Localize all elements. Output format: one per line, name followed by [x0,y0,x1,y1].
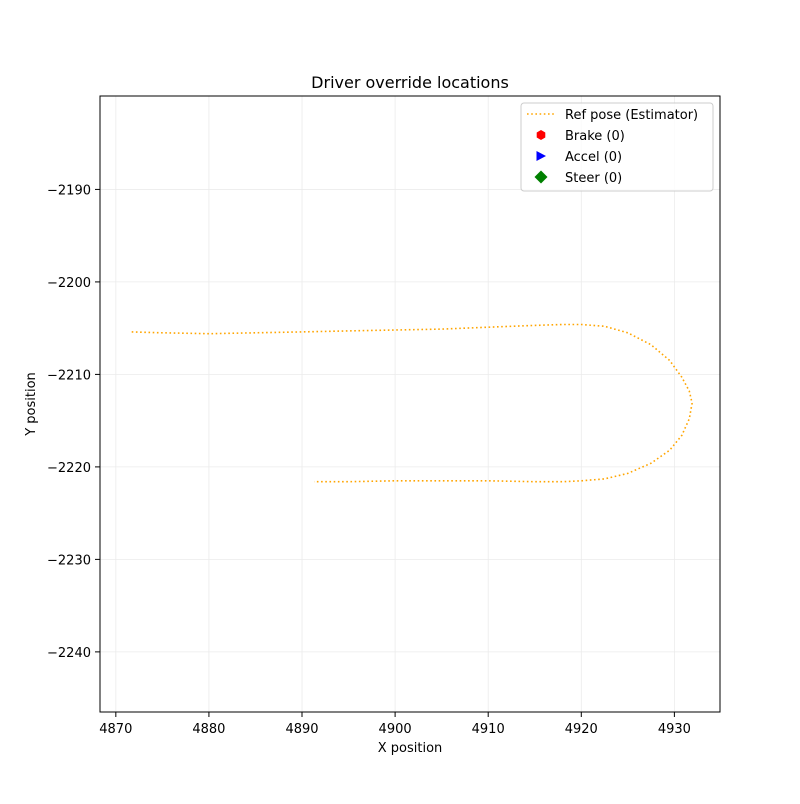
legend-label: Steer (0) [565,171,622,186]
legend-item: Steer (0) [534,170,622,186]
x-tick-label: 4870 [99,722,132,737]
legend-marker-hexagon [536,130,546,140]
tick-layer: 4870 4880 4890 4900 4910 4920 4930 −2190 −2200 −2… [47,183,691,737]
y-tick-label: −2220 [47,461,91,476]
legend-item: Brake (0) [536,129,625,144]
legend: Ref pose (Estimator) Brake (0) Accel (0) St… [520,102,714,192]
y-tick-label: −2230 [47,553,91,568]
legend-marker-triangle [536,151,546,161]
legend-marker-diamond [534,170,548,184]
chart-title: Driver override locations [311,73,509,92]
legend-frame [520,102,714,192]
x-tick-label: 4920 [565,722,598,737]
x-tick-label: 4880 [192,722,225,737]
y-tick-label: −2210 [47,368,91,383]
y-tick-label: −2240 [47,646,91,661]
legend-item: Accel (0) [536,150,622,165]
legend-label: Accel (0) [565,150,622,165]
series-ref-pose-line [131,323,693,483]
y-axis-label: Y position [24,372,39,437]
x-tick-label: 4910 [472,722,505,737]
plot-area [100,96,720,712]
legend-item: Ref pose (Estimator) [527,108,698,123]
y-tick-label: −2200 [47,276,91,291]
y-tick-label: −2190 [47,183,91,198]
x-axis-label: X position [378,741,443,756]
plot-frame [99,95,721,713]
x-tick-label: 4900 [379,722,412,737]
x-tick-label: 4890 [285,722,318,737]
legend-label: Brake (0) [565,129,625,144]
series-layer [131,323,693,483]
x-tick-label: 4930 [658,722,691,737]
legend-label: Ref pose (Estimator) [565,108,698,123]
